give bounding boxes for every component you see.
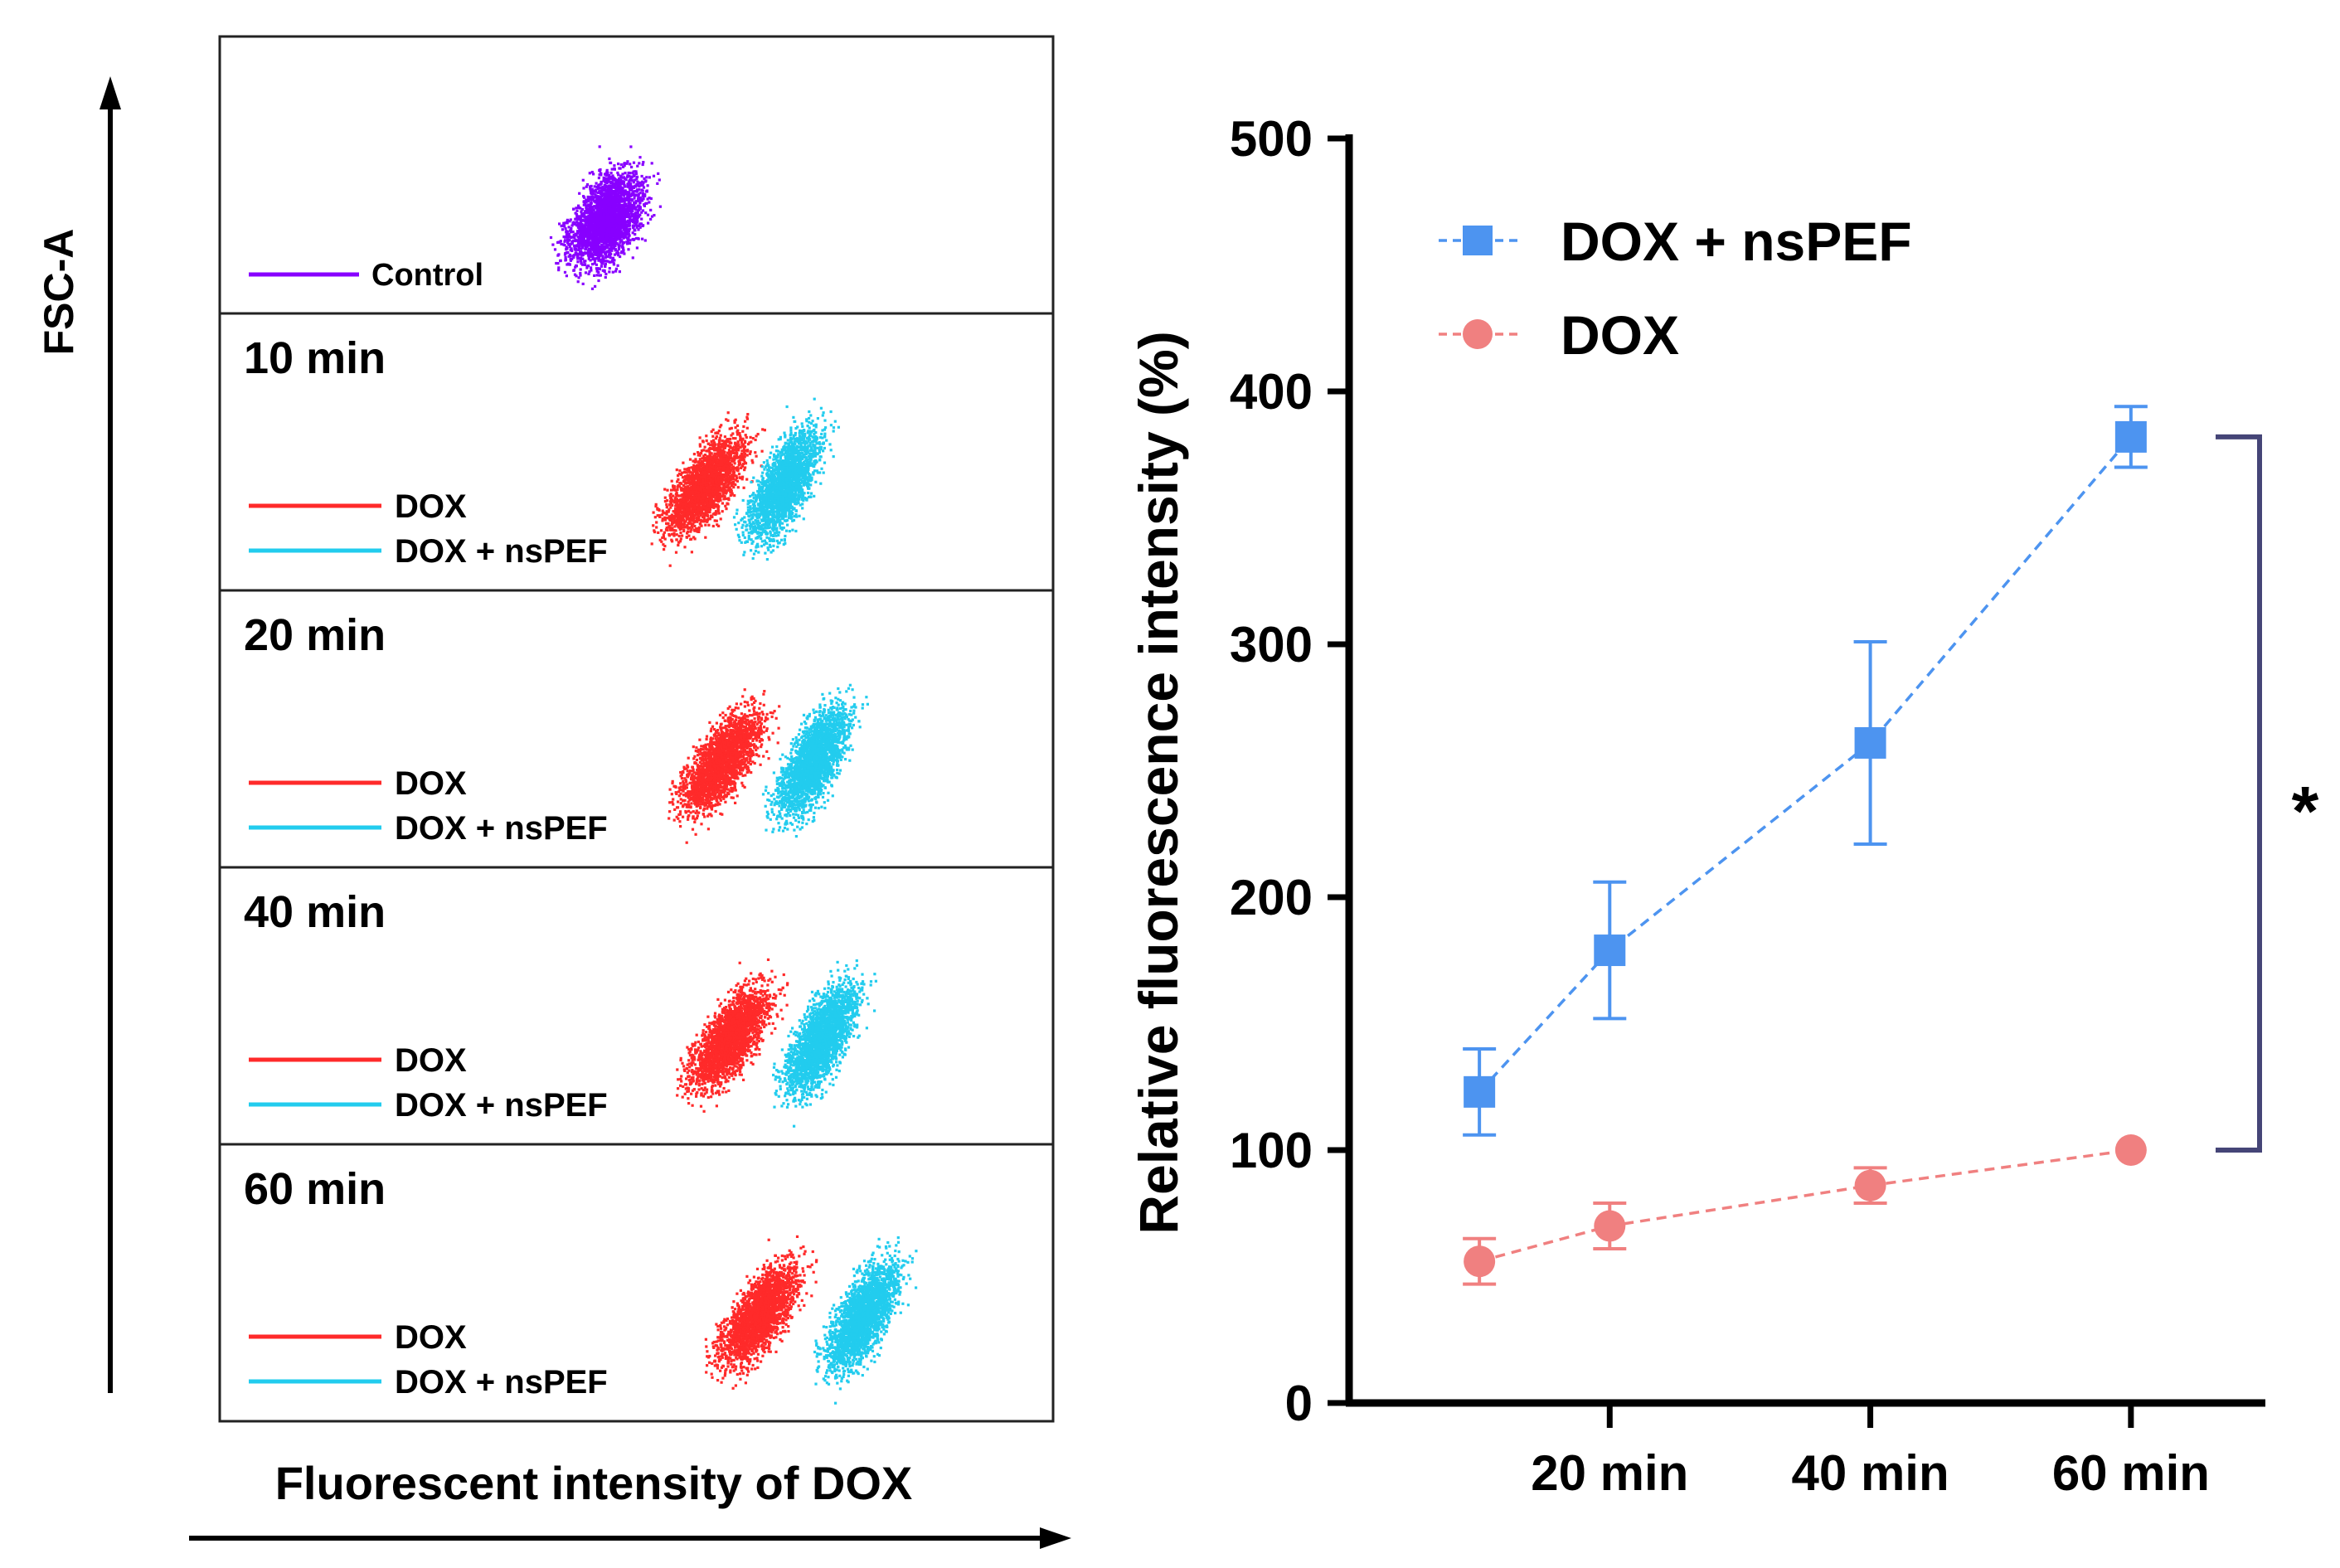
legend-label: DOX + nsPEF	[395, 1364, 608, 1401]
data-point	[1855, 1170, 1886, 1201]
flow-panel: 40 min DOX DOX + nsPEF	[220, 867, 1053, 1144]
series-dox-nspef	[1463, 406, 2148, 1134]
y-tick-label: 0	[1285, 1376, 1313, 1431]
x-tick-label: 20 min	[1531, 1445, 1688, 1501]
data-point	[2115, 421, 2147, 453]
bracket-line	[2216, 437, 2260, 1150]
chart-legend: DOX + nsPEF DOX	[1439, 211, 1912, 366]
figure: Control10 minDOXDOX + nsPEF20 minDOXDOX …	[0, 0, 2340, 1568]
panel-time-label: 40 min	[244, 887, 386, 937]
legend-label: DOX	[395, 1042, 467, 1079]
series-line	[1479, 437, 2131, 1092]
series-line	[1479, 1150, 2131, 1261]
dox-events	[676, 959, 789, 1113]
data-point	[1855, 727, 1886, 759]
fluorescence-axis-label: Fluorescent intensity of DOX	[275, 1457, 913, 1509]
data-point	[1594, 1211, 1625, 1242]
scatter-cloud	[550, 145, 662, 290]
y-axis-label: Relative fluorescence intensity (%)	[1128, 331, 1189, 1234]
legend-item: DOX + nsPEF	[1439, 211, 1912, 272]
legend-label: Control	[371, 258, 483, 293]
scatter-cloud	[676, 959, 877, 1128]
flow-panel: Control	[220, 36, 1053, 313]
x-tick-label: 40 min	[1792, 1445, 1949, 1501]
data-point	[1594, 934, 1625, 966]
panel-legend: DOX DOX + nsPEF	[249, 1319, 608, 1401]
y-tick-label: 300	[1230, 617, 1313, 672]
line-chart: 0 100 200 300 400 500 20 min 40 min 60 min Rela…	[1128, 111, 2319, 1501]
control-events	[550, 145, 662, 290]
panel-time-label: 20 min	[244, 610, 386, 660]
scatter-cloud	[668, 684, 869, 844]
legend-label: DOX	[395, 1319, 467, 1356]
data-point	[1464, 1245, 1495, 1277]
legend-label: DOX + nsPEF	[395, 533, 608, 570]
panel-legend: DOX DOX + nsPEF	[249, 1042, 608, 1124]
flow-panel: 20 min DOX DOX + nsPEF	[220, 590, 1053, 867]
legend-label: DOX + nsPEF	[1561, 211, 1912, 272]
series-dox	[1463, 1134, 2147, 1284]
legend-label: DOX	[1561, 304, 1679, 366]
y-axis-ticks: 0 100 200 300 400 500	[1230, 111, 1349, 1431]
flow-panel: 60 min DOX DOX + nsPEF	[220, 1144, 1053, 1421]
data-point	[2115, 1134, 2147, 1166]
fsc-axis-label: FSC-A	[36, 229, 82, 356]
series-layer	[1463, 406, 2148, 1284]
legend-label: DOX	[395, 765, 467, 802]
fluorescence-axis-arrow	[189, 1527, 1071, 1549]
dox-events	[705, 1235, 818, 1390]
panel-time-label: 10 min	[244, 333, 386, 383]
dox-nspef-events	[733, 398, 840, 561]
significance-bracket: *	[2216, 437, 2319, 1150]
scatter-cloud	[705, 1235, 918, 1405]
y-tick-label: 200	[1230, 870, 1313, 925]
legend-label: DOX + nsPEF	[395, 1087, 608, 1124]
legend-label: DOX + nsPEF	[395, 810, 608, 847]
legend-item: DOX	[1439, 304, 1679, 366]
legend-marker	[1463, 319, 1493, 349]
dox-nspef-events	[813, 1236, 918, 1405]
dox-events	[668, 688, 780, 844]
y-tick-label: 500	[1230, 111, 1313, 167]
x-axis-ticks: 20 min 40 min 60 min	[1531, 1403, 2210, 1501]
legend-marker	[1463, 226, 1493, 255]
legend-label: DOX	[395, 488, 467, 525]
y-tick-label: 100	[1230, 1123, 1313, 1178]
fsc-axis-arrow	[100, 76, 121, 1393]
flow-panel: 10 min DOX DOX + nsPEF	[220, 313, 1053, 590]
y-tick-label: 400	[1230, 364, 1313, 420]
x-tick-label: 60 min	[2052, 1445, 2210, 1501]
panel-time-label: 60 min	[244, 1164, 386, 1214]
scatter-cloud	[651, 398, 840, 567]
panel-legend: DOX DOX + nsPEF	[249, 488, 608, 570]
panel-legend: DOX DOX + nsPEF	[249, 765, 608, 847]
dox-events	[651, 411, 766, 567]
panel-legend: Control	[249, 258, 483, 293]
significance-star: *	[2292, 772, 2319, 850]
data-point	[1464, 1076, 1495, 1108]
